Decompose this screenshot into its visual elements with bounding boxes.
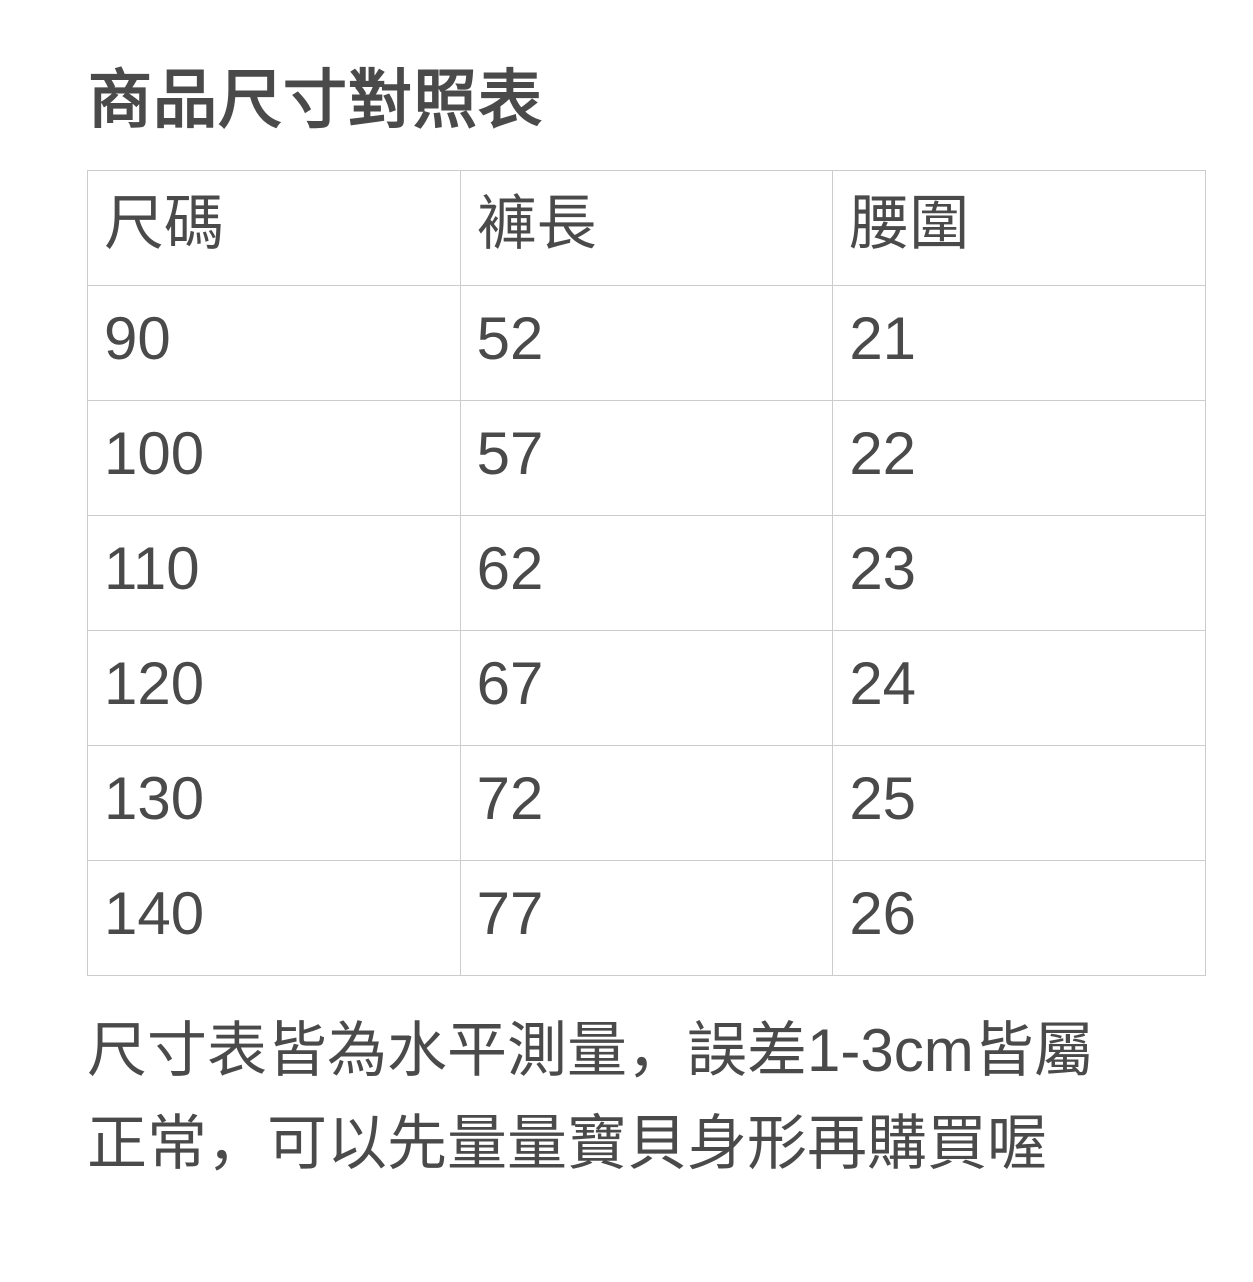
table-row: 90 52 21 <box>87 284 1206 401</box>
table-cell: 110 <box>87 514 461 631</box>
size-note: 尺寸表皆為水平測量，誤差1-3cm皆屬 正常，可以先量量寶貝身形再購買喔 <box>87 1004 1206 1190</box>
column-header: 褲長 <box>459 169 834 286</box>
size-note-line-1: 尺寸表皆為水平測量，誤差1-3cm皆屬 <box>87 1016 1094 1084</box>
header-row: 尺碼 褲長 腰圍 <box>87 169 1206 286</box>
table-row: 120 67 24 <box>87 629 1206 746</box>
size-note-line-2: 正常，可以先量量寶貝身形再購買喔 <box>87 1109 1047 1177</box>
table-cell: 120 <box>87 629 461 746</box>
table-cell: 62 <box>459 514 834 631</box>
table-cell: 72 <box>459 744 834 861</box>
column-header: 尺碼 <box>87 169 461 286</box>
table-cell: 100 <box>87 399 461 516</box>
size-chart-section: 商品尺寸對照表 尺碼 褲長 腰圍 90 52 21 100 57 22 110 62 23 120 67… <box>0 62 1253 1190</box>
page-title: 商品尺寸對照表 <box>88 64 543 136</box>
table-cell: 52 <box>459 284 834 401</box>
column-header: 腰圍 <box>832 169 1206 286</box>
table-row: 110 62 23 <box>87 514 1206 631</box>
table-cell: 67 <box>459 629 834 746</box>
table-cell: 77 <box>459 859 834 976</box>
table-cell: 26 <box>832 859 1206 976</box>
table-row: 130 72 25 <box>87 744 1206 861</box>
table-cell: 57 <box>459 399 834 516</box>
table-cell: 130 <box>87 744 461 861</box>
size-table: 尺碼 褲長 腰圍 90 52 21 100 57 22 110 62 23 120 67 24 130 72 2… <box>87 169 1206 976</box>
size-table-body: 90 52 21 100 57 22 110 62 23 120 67 24 130 72 25 140 77 2… <box>87 284 1206 976</box>
table-cell: 24 <box>832 629 1206 746</box>
table-cell: 90 <box>87 284 461 401</box>
table-cell: 25 <box>832 744 1206 861</box>
table-cell: 23 <box>832 514 1206 631</box>
table-cell: 21 <box>832 284 1206 401</box>
table-cell: 22 <box>832 399 1206 516</box>
table-row: 100 57 22 <box>87 399 1206 516</box>
size-table-header: 尺碼 褲長 腰圍 <box>87 169 1206 286</box>
table-row: 140 77 26 <box>87 859 1206 976</box>
table-cell: 140 <box>87 859 461 976</box>
